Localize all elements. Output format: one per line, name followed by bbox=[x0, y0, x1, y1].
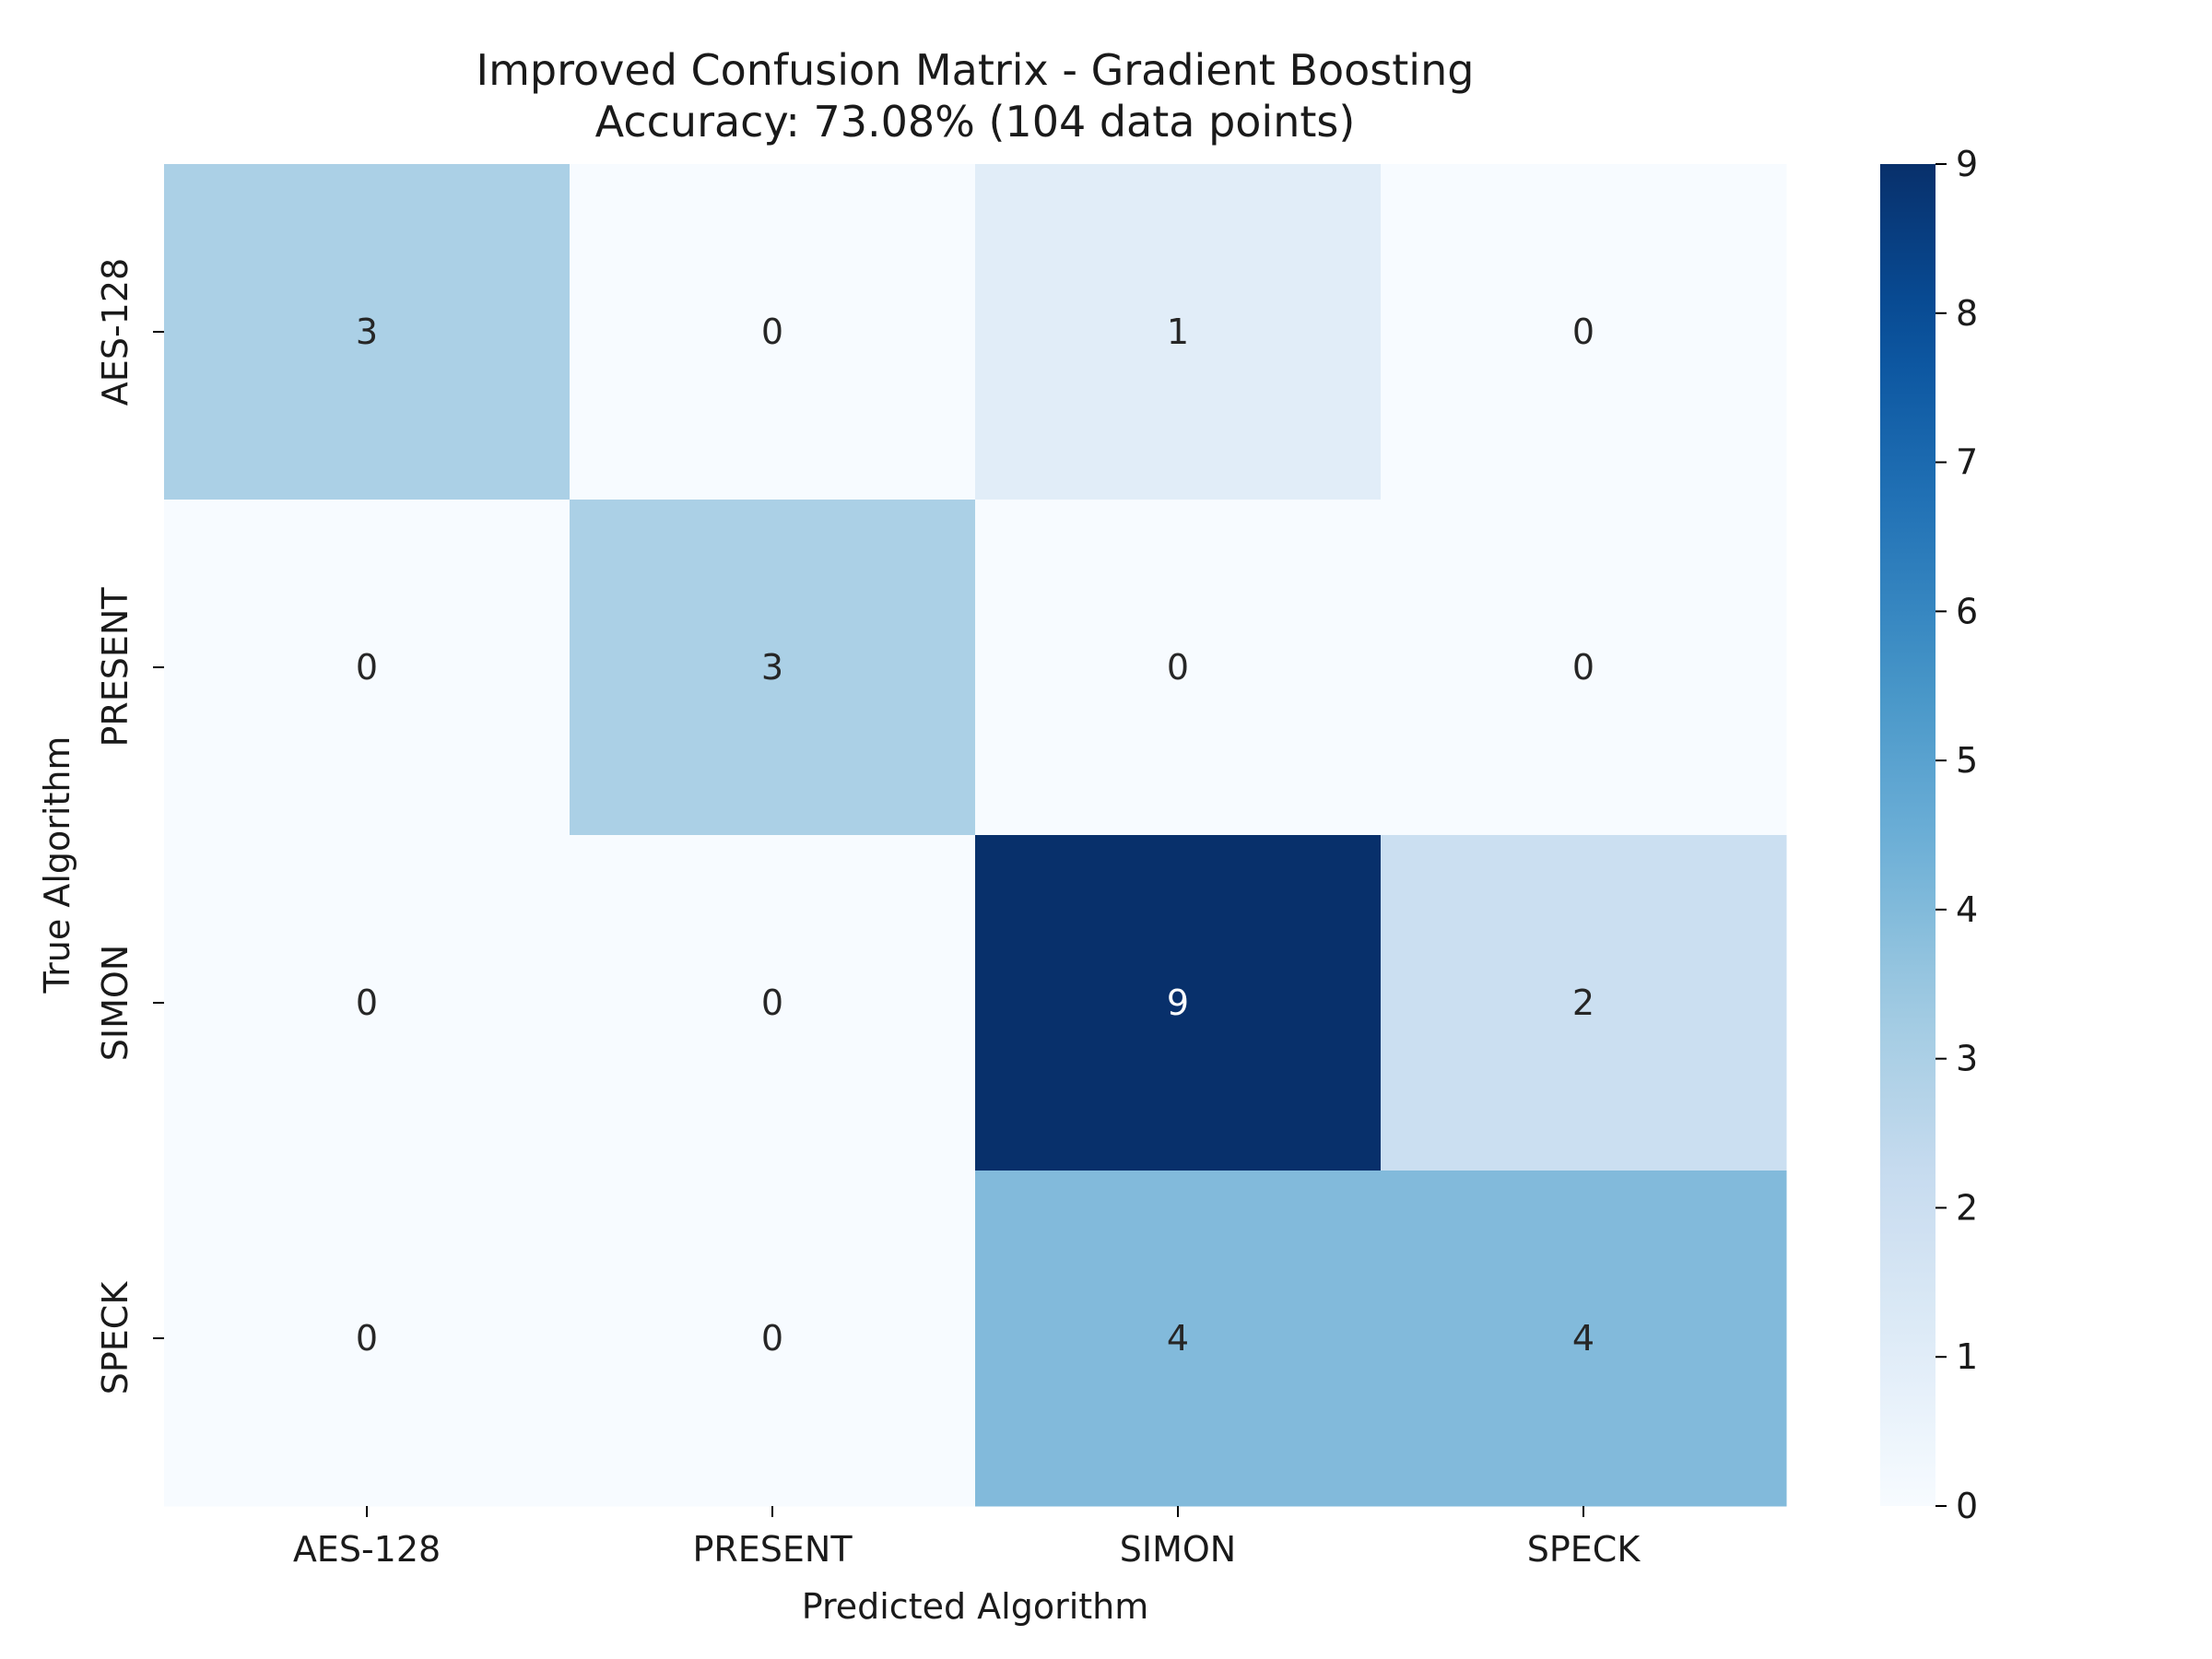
heatmap-cell bbox=[1381, 835, 1787, 1171]
x-tick-label: SPECK bbox=[1527, 1529, 1641, 1570]
colorbar-tick-label: 2 bbox=[1956, 1187, 1978, 1228]
heatmap-cell bbox=[164, 164, 571, 500]
y-tick-label: SPECK bbox=[95, 1281, 135, 1395]
colorbar-tick-label: 9 bbox=[1956, 144, 1978, 184]
x-axis-label: Predicted Algorithm bbox=[802, 1586, 1149, 1627]
heatmap-cell bbox=[1381, 1171, 1787, 1507]
colorbar-tick-label: 4 bbox=[1956, 889, 1978, 930]
cell-value-label: 3 bbox=[356, 312, 378, 352]
heatmap-cell bbox=[570, 835, 976, 1171]
heatmap-cell bbox=[570, 500, 976, 836]
cell-value-label: 0 bbox=[761, 1318, 783, 1359]
cell-value-label: 2 bbox=[1572, 982, 1594, 1023]
cell-value-label: 3 bbox=[761, 647, 783, 688]
chart-subtitle: Accuracy: 73.08% (104 data points) bbox=[595, 97, 1356, 147]
colorbar-tick-label: 7 bbox=[1956, 442, 1978, 483]
y-axis-ticks: AES-128 PRESENT SIMON SPECK bbox=[95, 258, 164, 1394]
y-axis-label: True Algorithm bbox=[37, 736, 77, 994]
cell-value-label: 0 bbox=[356, 982, 378, 1023]
colorbar-tick-label: 6 bbox=[1956, 591, 1978, 631]
x-tick-label: PRESENT bbox=[692, 1529, 853, 1570]
heatmap-cell bbox=[975, 164, 1382, 500]
colorbar-tick-label: 3 bbox=[1956, 1039, 1978, 1079]
y-tick-label: AES-128 bbox=[95, 258, 135, 406]
heatmap-cell bbox=[1381, 500, 1787, 836]
cell-value-label: 4 bbox=[1572, 1318, 1594, 1359]
cell-value-label: 4 bbox=[1167, 1318, 1189, 1359]
colorbar-tick-label: 0 bbox=[1956, 1486, 1978, 1526]
heatmap-cell bbox=[570, 164, 976, 500]
x-tick-label: SIMON bbox=[1120, 1529, 1236, 1570]
heatmap-cell bbox=[975, 835, 1382, 1171]
heatmap-cell bbox=[975, 1171, 1382, 1507]
x-tick-label: AES-128 bbox=[293, 1529, 441, 1570]
heatmap-cell bbox=[164, 835, 571, 1171]
y-tick-label: SIMON bbox=[95, 945, 135, 1061]
colorbar-tick-label: 5 bbox=[1956, 740, 1978, 781]
heatmap-cell bbox=[164, 1171, 571, 1507]
cell-value-labels: 3 0 1 0 0 3 0 0 0 0 9 2 0 0 4 4 bbox=[356, 312, 1594, 1359]
cell-value-label: 0 bbox=[1572, 312, 1594, 352]
heatmap-cell bbox=[164, 500, 571, 836]
heatmap-cell bbox=[570, 1171, 976, 1507]
cell-value-label: 9 bbox=[1167, 982, 1189, 1023]
cell-value-label: 0 bbox=[761, 982, 783, 1023]
cell-value-label: 0 bbox=[761, 312, 783, 352]
cell-value-label: 0 bbox=[356, 1318, 378, 1359]
cell-value-label: 0 bbox=[1167, 647, 1189, 688]
colorbar bbox=[1880, 164, 1936, 1506]
colorbar-tick-label: 1 bbox=[1956, 1336, 1978, 1377]
heatmap-cells bbox=[164, 164, 1787, 1507]
x-axis-ticks: AES-128 PRESENT SIMON SPECK bbox=[293, 1506, 1641, 1570]
cell-value-label: 1 bbox=[1167, 312, 1189, 352]
heatmap-cell bbox=[1381, 164, 1787, 500]
heatmap-cell bbox=[975, 500, 1382, 836]
chart-title: Improved Confusion Matrix - Gradient Boo… bbox=[477, 45, 1475, 95]
colorbar-ticks: 0 1 2 3 4 5 6 7 8 9 bbox=[1936, 144, 1978, 1526]
colorbar-tick-label: 8 bbox=[1956, 293, 1978, 334]
cell-value-label: 0 bbox=[1572, 647, 1594, 688]
cell-value-label: 0 bbox=[356, 647, 378, 688]
y-tick-label: PRESENT bbox=[95, 587, 135, 747]
